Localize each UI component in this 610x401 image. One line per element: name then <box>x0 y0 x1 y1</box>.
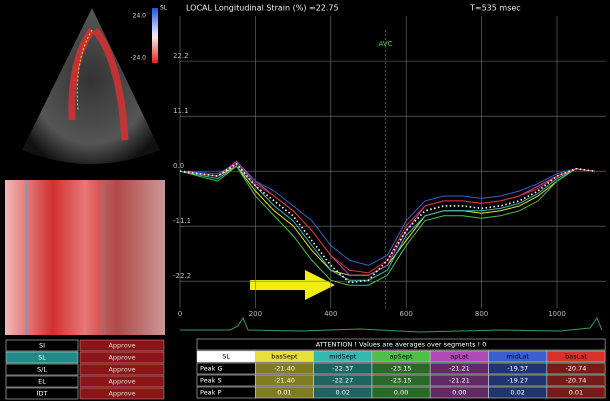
cell-text: 0.00 <box>452 389 466 397</box>
colorbar-top: 24.0 <box>133 13 147 20</box>
header-label: SL <box>222 353 230 361</box>
header-label: basLat <box>565 353 587 361</box>
x-tick-label: 800 <box>475 310 488 318</box>
x-tick-label: 200 <box>249 310 262 318</box>
cell-text: 0.01 <box>569 389 583 397</box>
chart-subtitle: T=535 msec <box>469 4 521 13</box>
approve-label: Approve <box>108 354 135 362</box>
colorbar <box>152 8 158 63</box>
cell-text: -21.40 <box>274 365 295 373</box>
map-shade <box>100 180 165 335</box>
list-label: SL <box>38 354 46 362</box>
list-label: EL <box>38 378 46 386</box>
annotation: AVC <box>378 40 392 48</box>
header-label: basSept <box>271 353 298 361</box>
y-tick-label: 11.1 <box>173 107 189 115</box>
cell-text: -21.21 <box>449 377 470 385</box>
y-tick-label: -11.1 <box>173 217 191 225</box>
list-label: S/L <box>37 366 47 374</box>
map-marker <box>25 180 28 335</box>
cell-text: 0.02 <box>510 389 524 397</box>
cell-text: -23.15 <box>391 365 412 373</box>
approve-label: Approve <box>108 342 135 350</box>
cell-text: Peak S <box>200 377 222 385</box>
y-tick-label: -22.2 <box>173 272 191 280</box>
chart-title: LOCAL Longitudinal Strain (%) =22.75 <box>186 4 339 13</box>
list-label: SI <box>39 342 45 350</box>
x-tick-label: 1000 <box>548 310 566 318</box>
approve-label: Approve <box>108 378 135 386</box>
cell-text: Peak P <box>200 389 222 397</box>
cell-text: -20.74 <box>565 377 586 385</box>
cell-text: 0.01 <box>277 389 291 397</box>
cell-text: 0.00 <box>394 389 408 397</box>
notice: ATTENTION ! Values are averages over seg… <box>316 341 487 349</box>
cell-text: -21.21 <box>449 365 470 373</box>
header-label: apLat <box>450 353 469 361</box>
colorbar-bottom: -24.0 <box>130 55 146 62</box>
x-tick-label: 400 <box>324 310 337 318</box>
header-label: midLat <box>506 353 529 361</box>
header-label: apSept <box>390 353 413 361</box>
cell-text: -21.40 <box>274 377 295 385</box>
x-tick-label: 0 <box>178 310 182 318</box>
screen: SL 24.0 -24.0 LOCAL Longitudinal Strain … <box>0 0 610 401</box>
y-tick-label: 0.0 <box>173 162 184 170</box>
cell-text: -19.27 <box>507 377 528 385</box>
approve-label: Approve <box>108 366 135 374</box>
list-label: IDT <box>37 390 48 398</box>
chart-panel <box>170 0 610 335</box>
x-tick-label: 600 <box>400 310 413 318</box>
cell-text: -19.37 <box>507 365 528 373</box>
cell-text: -23.15 <box>391 377 412 385</box>
cell-text: 0.02 <box>336 389 350 397</box>
cell-text: -20.74 <box>565 365 586 373</box>
colorbar-unit: SL <box>160 5 168 12</box>
cell-text: -22.27 <box>332 377 353 385</box>
cell-text: Peak G <box>200 365 223 373</box>
y-tick-label: 22.2 <box>173 52 189 60</box>
header-label: midSept <box>329 353 357 361</box>
ui-tables: SI Approve SL Approve S/L Approve EL Approve IDT… <box>6 339 605 399</box>
cell-text: -22.37 <box>332 365 353 373</box>
approve-label: Approve <box>108 390 135 398</box>
